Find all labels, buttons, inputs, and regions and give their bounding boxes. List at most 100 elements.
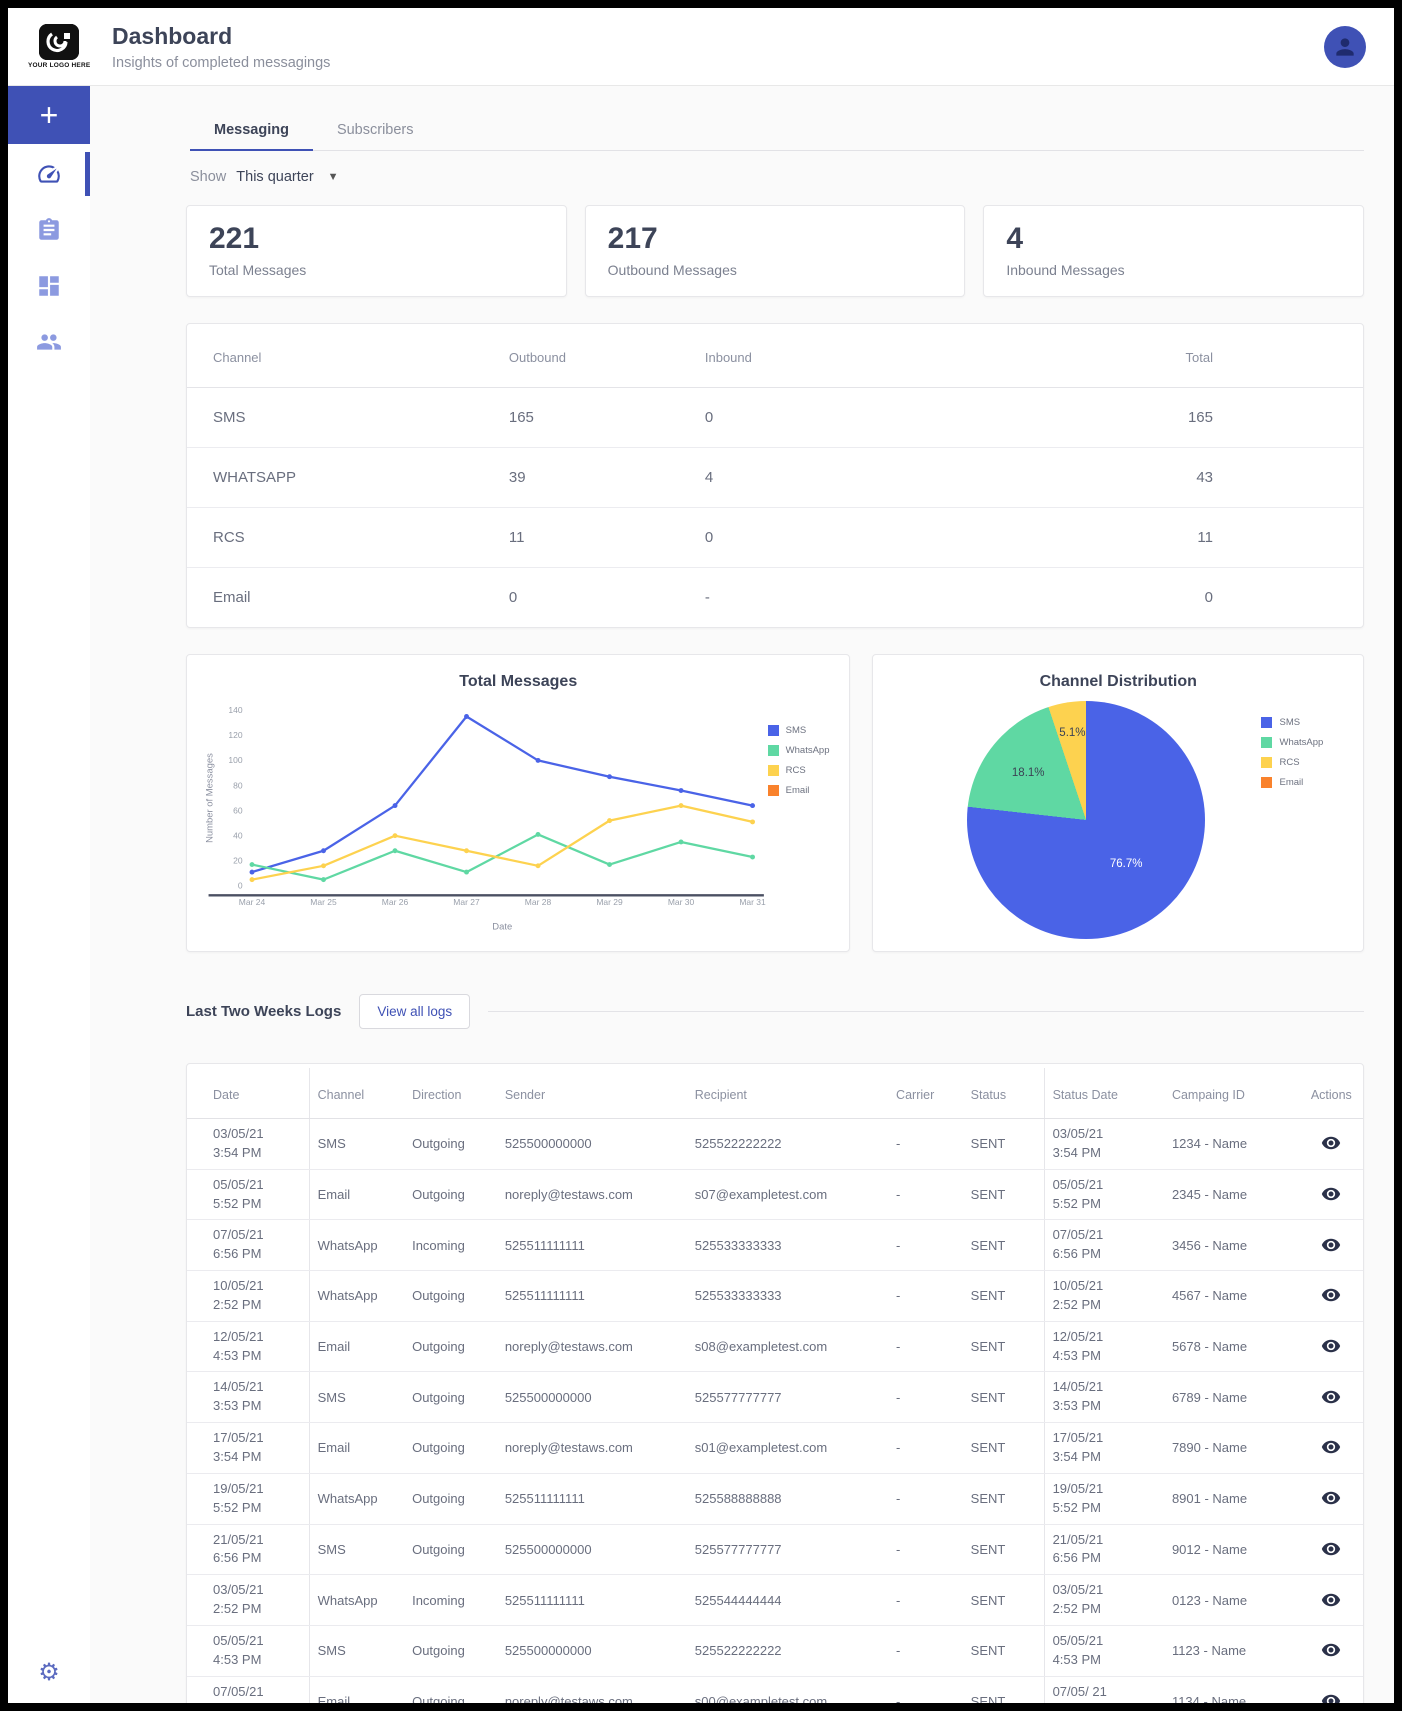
log-actions (1299, 1270, 1363, 1322)
create-new-button[interactable]: + (8, 86, 90, 144)
svg-text:Date: Date (492, 921, 512, 932)
log-recipient: 525522222222 (686, 1118, 889, 1170)
view-log-button[interactable] (1319, 1385, 1343, 1409)
tab-messaging[interactable]: Messaging (190, 112, 313, 151)
view-log-button[interactable] (1319, 1588, 1343, 1612)
stat-value: 4 (1006, 222, 1024, 255)
sidebar-item-widgets[interactable] (8, 260, 90, 312)
sidebar-item-settings[interactable]: ⚙ (8, 1658, 90, 1687)
log-campaign-id: 2345 - Name (1163, 1169, 1300, 1221)
log-actions (1299, 1118, 1363, 1170)
channel-row: SMS 165 0 165 (187, 387, 1363, 448)
log-status: SENT (962, 1169, 1045, 1221)
pie-data-label: 18.1% (1011, 766, 1045, 779)
view-log-button[interactable] (1319, 1689, 1343, 1703)
title-block: Dashboard Insights of completed messagin… (112, 23, 1324, 71)
view-log-button[interactable] (1319, 1283, 1343, 1307)
log-actions (1299, 1219, 1363, 1272)
log-sender: 525500000000 (496, 1625, 687, 1677)
view-log-button[interactable] (1319, 1131, 1343, 1155)
eye-icon (1322, 1542, 1341, 1556)
legend-swatch (1261, 737, 1273, 748)
svg-text:60: 60 (233, 805, 243, 815)
logo-text: YOUR LOGO HERE (28, 62, 91, 69)
sidebar-item-dashboard[interactable] (8, 148, 90, 200)
line-chart-title: Total Messages (459, 673, 578, 690)
view-log-button[interactable] (1319, 1233, 1343, 1257)
tab-subscribers[interactable]: Subscribers (336, 122, 414, 138)
log-campaign-id: 3456 - Name (1163, 1219, 1300, 1272)
channel-cell: 39 (500, 447, 697, 508)
legend-item: SMS (767, 725, 830, 736)
sidebar-item-reports[interactable] (8, 204, 90, 256)
logs-col-header: Date (187, 1068, 310, 1119)
log-channel: WhatsApp (309, 1219, 405, 1272)
log-channel: WhatsApp (309, 1574, 405, 1626)
log-row: 03/05/21 3:54 PM SMS Outgoing 525500000000 52… (187, 1118, 1363, 1170)
sidebar-item-contacts[interactable] (8, 316, 90, 368)
divider (488, 1011, 1364, 1012)
log-channel: Email (309, 1676, 405, 1703)
view-all-logs-button[interactable]: View all logs (359, 994, 471, 1029)
legend-swatch (767, 745, 779, 756)
log-recipient: 525533333333 (686, 1270, 889, 1322)
legend-item: RCS (1261, 757, 1323, 768)
channel-summary-table: Channel Outbound Inbound Total SMS 165 0 165 WH… (187, 324, 1363, 627)
eye-icon (1322, 1289, 1341, 1302)
sidebar: + ⚙ (8, 86, 90, 1703)
main-content: Messaging Subscribers Show This quarter … (90, 86, 1394, 1703)
view-log-button[interactable] (1319, 1182, 1343, 1206)
log-channel: SMS (309, 1371, 405, 1424)
total-messages-chart-card: Total Messages 0 20 40 60 80 100 120 140 Mar 24 M… (186, 654, 851, 952)
eye-icon (1322, 1137, 1341, 1150)
log-campaign-id: 1134 - Name (1163, 1676, 1300, 1703)
legend-item: SMS (1261, 717, 1323, 728)
channel-row: RCS 11 0 11 (187, 507, 1363, 568)
svg-text:80: 80 (233, 780, 243, 790)
channel-cell: 0 (508, 589, 518, 606)
log-status-date: 19/05/21 5:52 PM (1043, 1473, 1164, 1525)
view-log-button[interactable] (1319, 1537, 1343, 1561)
pie-data-label: 76.7% (1109, 858, 1143, 871)
period-dropdown[interactable]: This quarter ▼ (236, 169, 339, 185)
view-log-button[interactable] (1319, 1334, 1343, 1358)
log-row: 14/05/21 3:53 PM SMS Outgoing 525500000000 52… (187, 1371, 1363, 1424)
user-avatar[interactable] (1324, 25, 1366, 68)
logs-col-header: Recipient (686, 1068, 889, 1119)
log-actions (1299, 1676, 1363, 1703)
log-sender: 525511111111 (496, 1574, 687, 1626)
log-status-date: 03/05/21 3:54 PM (1043, 1118, 1164, 1170)
svg-text:0: 0 (238, 881, 243, 891)
log-direction: Incoming (404, 1219, 497, 1272)
log-recipient: s00@exampletest.com (686, 1676, 889, 1703)
pie-data-label: 5.1% (1059, 727, 1086, 740)
channel-summary-card: Channel Outbound Inbound Total SMS 165 0 165 WH… (186, 323, 1364, 628)
logs-col-header: Status (962, 1068, 1045, 1119)
log-status: SENT (962, 1219, 1045, 1272)
log-date: 03/05/21 2:52 PM (187, 1574, 310, 1626)
logo: YOUR LOGO HERE (28, 24, 90, 69)
channel-cell: - (704, 589, 710, 606)
total-messages-line-chart: 0 20 40 60 80 100 120 140 Mar 24 Mar 25 Mar 26 Mar … (204, 705, 766, 932)
eye-icon (1322, 1491, 1341, 1505)
page-title: Dashboard (112, 22, 233, 49)
channel-col-header: Total (865, 324, 1363, 388)
eye-icon (1322, 1187, 1341, 1201)
log-status-date: 14/05/21 3:53 PM (1043, 1371, 1164, 1424)
log-recipient: s07@exampletest.com (686, 1169, 889, 1221)
logs-col-header: Channel (309, 1068, 405, 1119)
logs-col-header: Status Date (1043, 1068, 1164, 1119)
log-row: 17/05/21 3:54 PM Email Outgoing noreply@test… (187, 1422, 1363, 1474)
log-carrier: - (888, 1118, 963, 1170)
log-sender: noreply@testaws.com (496, 1422, 687, 1474)
channel-col-header: Channel (187, 324, 501, 388)
log-campaign-id: 6789 - Name (1163, 1371, 1300, 1424)
settings-gear-icon: ⚙ (38, 1659, 60, 1686)
channel-col-header: Outbound (500, 324, 697, 388)
view-log-button[interactable] (1319, 1486, 1343, 1510)
view-log-button[interactable] (1319, 1638, 1343, 1662)
logs-col-header: Actions (1299, 1068, 1363, 1119)
view-log-button[interactable] (1319, 1435, 1343, 1459)
log-carrier: - (888, 1219, 963, 1272)
log-recipient: 525544444444 (686, 1574, 889, 1626)
